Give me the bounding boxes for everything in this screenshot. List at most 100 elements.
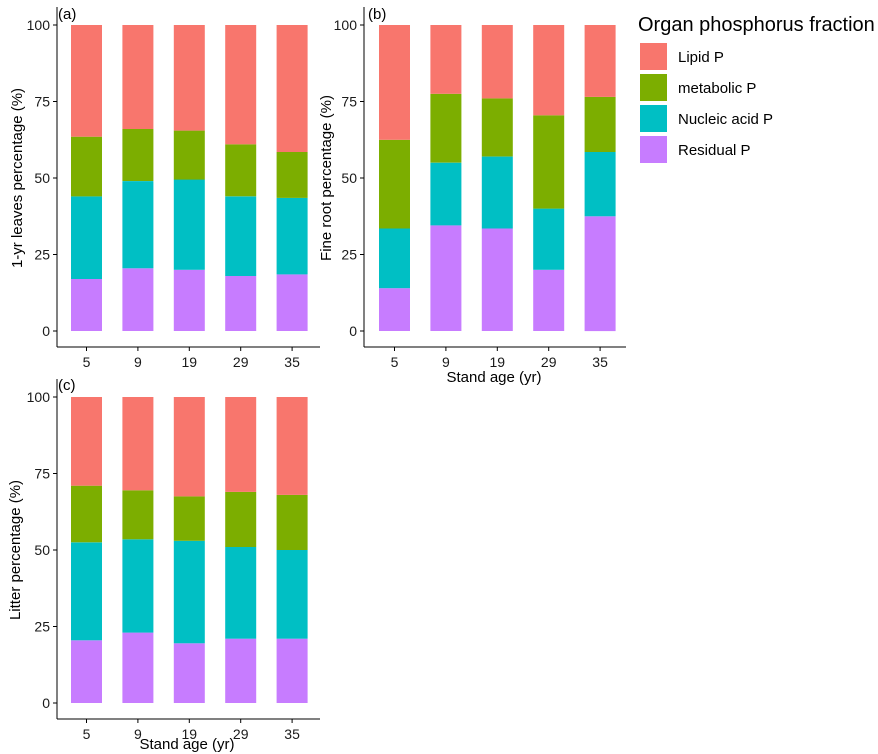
bar-segment-residual-p-29 xyxy=(533,269,565,331)
x-tick-label: 19 xyxy=(182,354,198,370)
bar-segment-nucleic-acid-p-19 xyxy=(173,179,205,270)
legend-swatch xyxy=(640,74,667,101)
bar-segment-residual-p-19 xyxy=(173,269,205,331)
bar-segment-metabolic-p-29 xyxy=(533,115,565,209)
bar-segment-lipid-p-9 xyxy=(122,397,154,491)
panel-b: 5 9 19 29 35 0 25 50 75 100 (b) Fine root percentag… xyxy=(318,6,626,386)
bar-segment-nucleic-acid-p-9 xyxy=(122,181,154,269)
x-tick-label: 29 xyxy=(541,354,557,370)
bar-segment-lipid-p-35 xyxy=(276,25,308,152)
bar-segment-lipid-p-29 xyxy=(533,25,565,116)
panel-a: 5 9 19 29 35 0 25 50 75 100 (a) 1-yr leaves percent… xyxy=(9,6,320,370)
y-axis-title: Fine root percentage (%) xyxy=(318,95,335,261)
x-axis-title: Stand age (yr) xyxy=(446,369,541,386)
y-tick-label: 100 xyxy=(27,17,51,33)
bar-segment-metabolic-p-29 xyxy=(225,144,257,197)
bar-segment-lipid-p-19 xyxy=(173,397,205,497)
bar-segment-nucleic-acid-p-5 xyxy=(71,542,102,641)
y-tick-label: 0 xyxy=(42,323,50,339)
bar-segment-residual-p-5 xyxy=(379,288,410,331)
bar-segment-lipid-p-5 xyxy=(379,25,410,140)
y-tick-label: 0 xyxy=(349,323,357,339)
bar-segment-metabolic-p-19 xyxy=(173,130,205,180)
bar-segment-lipid-p-19 xyxy=(173,25,205,131)
bar-segment-metabolic-p-9 xyxy=(430,93,462,163)
y-tick-label: 25 xyxy=(34,619,50,635)
bar-segment-metabolic-p-35 xyxy=(276,152,308,198)
y-axis-title: Litter percentage (%) xyxy=(7,480,24,620)
bar-segment-metabolic-p-35 xyxy=(584,96,616,152)
bar-segment-lipid-p-9 xyxy=(430,25,462,94)
bar-segment-metabolic-p-5 xyxy=(379,139,410,229)
x-tick-label: 19 xyxy=(182,726,198,742)
bar-segment-lipid-p-19 xyxy=(481,25,513,99)
legend-swatch xyxy=(640,43,667,70)
bar-segment-metabolic-p-35 xyxy=(276,494,308,550)
bar-segment-metabolic-p-5 xyxy=(71,485,102,543)
bar-segment-residual-p-9 xyxy=(430,225,462,331)
x-tick-label: 5 xyxy=(83,726,91,742)
panel-tag: (c) xyxy=(58,377,76,394)
bar-segment-residual-p-35 xyxy=(276,274,308,331)
bar-segment-lipid-p-35 xyxy=(276,397,308,495)
x-axis-title: Stand age (yr) xyxy=(139,736,234,753)
bar-segment-nucleic-acid-p-35 xyxy=(584,152,616,217)
bar-segment-metabolic-p-5 xyxy=(71,136,102,197)
bar-segment-residual-p-19 xyxy=(481,228,513,331)
bar-segment-lipid-p-29 xyxy=(225,397,257,492)
bar-segment-nucleic-acid-p-5 xyxy=(71,196,102,279)
y-tick-label: 0 xyxy=(42,695,50,711)
bar-segment-residual-p-9 xyxy=(122,268,154,331)
y-tick-label: 50 xyxy=(34,542,50,558)
bar-segment-nucleic-acid-p-29 xyxy=(225,546,257,639)
bar-segment-residual-p-19 xyxy=(173,643,205,703)
y-tick-label: 25 xyxy=(34,247,50,263)
bar-segment-lipid-p-5 xyxy=(71,25,102,137)
bar-segment-residual-p-35 xyxy=(584,216,616,332)
bar-segment-residual-p-35 xyxy=(276,638,308,703)
x-tick-label: 9 xyxy=(134,354,142,370)
y-tick-label: 75 xyxy=(34,466,50,482)
y-tick-label: 75 xyxy=(34,94,50,110)
panel-tag: (a) xyxy=(58,6,76,23)
bar-segment-residual-p-5 xyxy=(71,279,102,331)
legend: Organ phosphorus fraction Lipid P metaboli… xyxy=(638,14,875,163)
bar-segment-lipid-p-5 xyxy=(71,397,102,486)
y-tick-label: 50 xyxy=(34,170,50,186)
bar-segment-nucleic-acid-p-35 xyxy=(276,550,308,639)
bar-segment-residual-p-29 xyxy=(225,275,257,331)
bar-segment-lipid-p-35 xyxy=(584,25,616,97)
x-tick-label: 35 xyxy=(284,726,300,742)
x-tick-label: 29 xyxy=(233,354,249,370)
legend-swatch xyxy=(640,136,667,163)
bar-segment-nucleic-acid-p-29 xyxy=(225,196,257,276)
bar-segment-nucleic-acid-p-5 xyxy=(379,228,410,289)
legend-label: Nucleic acid P xyxy=(678,111,773,128)
x-tick-label: 29 xyxy=(233,726,249,742)
legend-label: Lipid P xyxy=(678,49,724,66)
legend-label: Residual P xyxy=(678,142,751,159)
x-tick-label: 5 xyxy=(83,354,91,370)
bar-segment-nucleic-acid-p-19 xyxy=(481,156,513,229)
y-tick-label: 100 xyxy=(27,389,51,405)
y-tick-label: 100 xyxy=(334,17,358,33)
bar-segment-lipid-p-29 xyxy=(225,25,257,145)
panel-tag: (b) xyxy=(368,6,386,23)
y-tick-label: 25 xyxy=(341,247,357,263)
x-tick-label: 9 xyxy=(442,354,450,370)
x-tick-label: 35 xyxy=(592,354,608,370)
legend-label: metabolic P xyxy=(678,80,756,97)
x-tick-label: 19 xyxy=(490,354,506,370)
bar-segment-nucleic-acid-p-9 xyxy=(122,539,154,633)
bar-segment-metabolic-p-19 xyxy=(481,98,513,157)
x-tick-label: 5 xyxy=(391,354,399,370)
legend-title: Organ phosphorus fraction xyxy=(638,14,875,36)
bar-segment-residual-p-5 xyxy=(71,640,102,703)
bar-segment-residual-p-29 xyxy=(225,638,257,703)
x-tick-label: 35 xyxy=(284,354,300,370)
bar-segment-nucleic-acid-p-19 xyxy=(173,540,205,644)
bar-segment-nucleic-acid-p-9 xyxy=(430,162,462,226)
bar-segment-metabolic-p-9 xyxy=(122,129,154,181)
y-tick-label: 75 xyxy=(341,94,357,110)
